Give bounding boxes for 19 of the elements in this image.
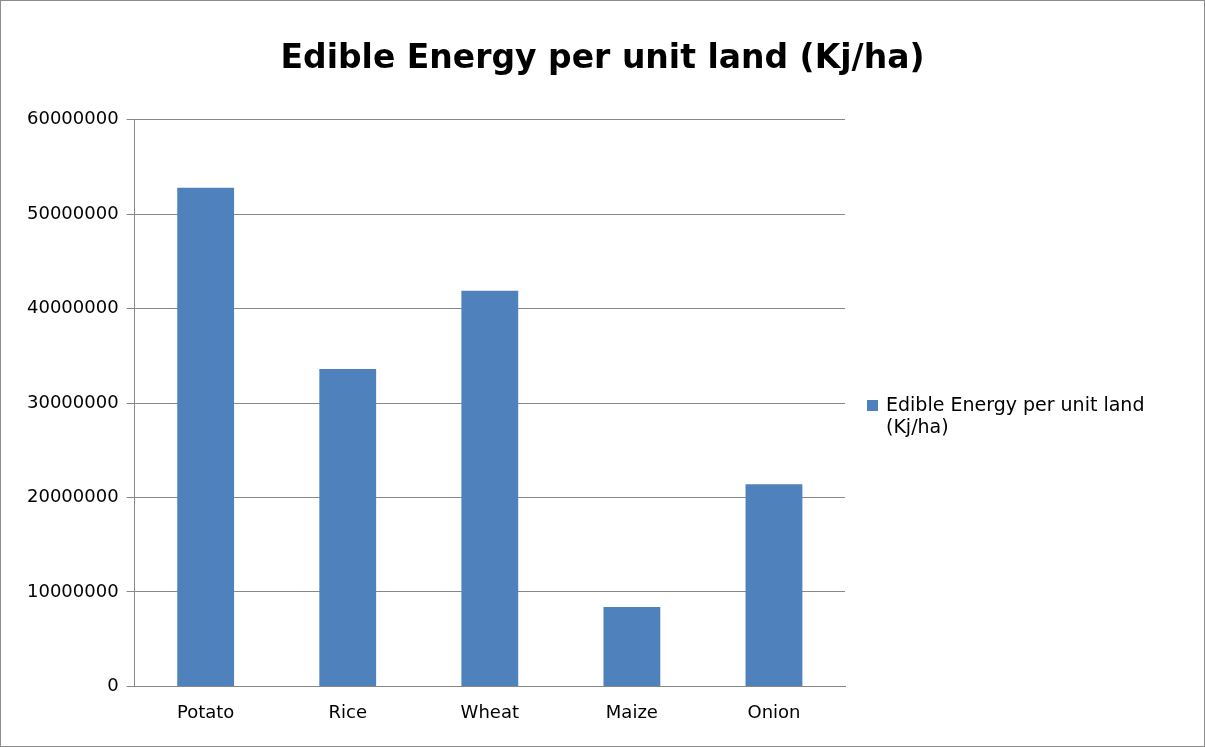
x-tick-label: Potato bbox=[176, 700, 235, 722]
y-tick-label: 10000000 bbox=[26, 579, 119, 601]
chart-title: Edible Energy per unit land (Kj/ha) bbox=[279, 37, 926, 76]
bar bbox=[461, 290, 519, 686]
y-tick-label: 60000000 bbox=[26, 107, 119, 129]
bar bbox=[745, 484, 803, 686]
x-tick-label: Maize bbox=[605, 700, 658, 722]
bar bbox=[177, 187, 235, 686]
legend-label: Edible Energy per unit land (Kj/ha) bbox=[886, 393, 1146, 437]
bar bbox=[319, 369, 377, 686]
y-tick-label: 0 bbox=[107, 674, 119, 696]
x-tick-label: Wheat bbox=[460, 700, 519, 722]
y-tick-label: 20000000 bbox=[26, 485, 119, 507]
x-tick-label: Rice bbox=[328, 700, 367, 722]
bar bbox=[603, 607, 661, 686]
y-tick-label: 40000000 bbox=[26, 296, 119, 318]
y-tick-label: 50000000 bbox=[26, 201, 119, 223]
y-tick-label: 30000000 bbox=[26, 390, 119, 412]
x-tick-label: Onion bbox=[747, 700, 801, 722]
